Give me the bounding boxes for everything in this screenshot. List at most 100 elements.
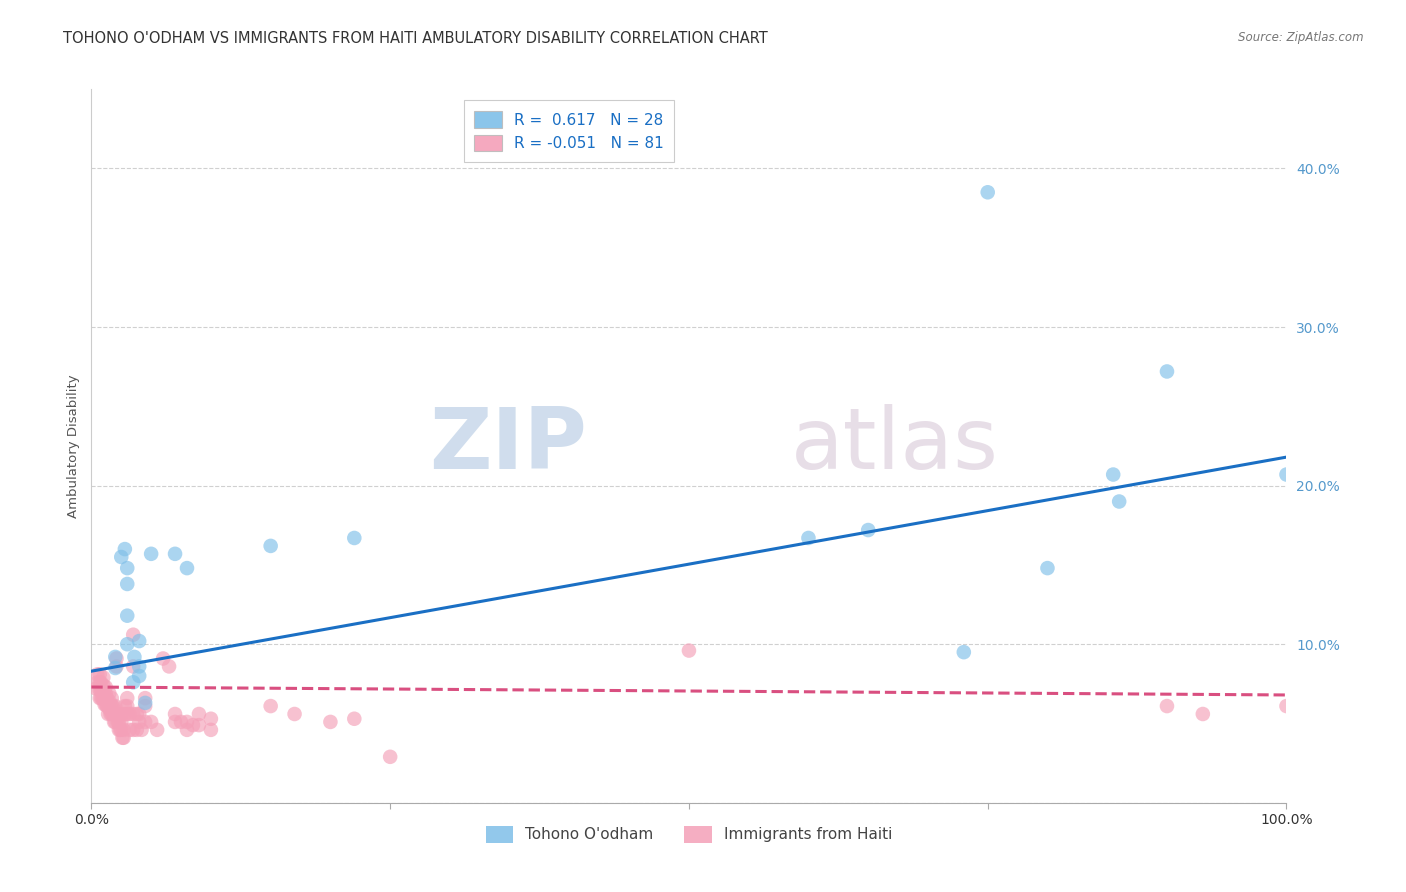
Point [96,699,118,714]
Point [94,680,117,694]
Point [118,706,141,721]
Point [343,712,366,726]
Point [115,577,138,591]
Point [141,714,162,729]
Point [108,723,131,737]
Point [125,723,148,737]
Point [1102,467,1125,482]
Point [108,723,131,737]
Point [97,706,120,721]
Point [114,542,136,557]
Point [104,661,127,675]
Point [98,686,121,700]
Point [141,547,162,561]
Point [112,723,135,737]
Point [115,561,138,575]
Point [124,649,146,664]
Point [134,714,156,729]
Point [678,643,700,657]
Point [163,547,186,561]
Point [1036,561,1059,575]
Point [122,723,145,737]
Point [104,714,127,729]
Point [84,681,107,696]
Point [104,706,127,721]
Point [1275,699,1298,714]
Point [110,723,132,737]
Point [103,714,125,729]
Point [86,667,108,681]
Point [163,706,186,721]
Point [200,723,222,737]
Point [90,683,112,698]
Point [1192,706,1215,721]
Point [90,675,112,690]
Point [100,706,122,721]
Point [89,691,111,706]
Point [93,678,114,692]
Point [89,675,111,690]
Point [100,699,122,714]
Point [100,699,122,714]
Point [107,714,129,729]
Point [107,706,129,721]
Point [104,649,127,664]
Point [115,691,138,706]
Point [104,699,127,714]
Text: Source: ZipAtlas.com: Source: ZipAtlas.com [1239,31,1364,45]
Text: ZIP: ZIP [430,404,588,488]
Point [94,686,117,700]
Point [200,712,222,726]
Point [134,699,156,714]
Point [122,706,145,721]
Point [115,699,138,714]
Point [128,669,150,683]
Point [163,714,186,729]
Point [134,696,156,710]
Point [98,694,121,708]
Point [97,699,120,714]
Point [152,651,174,665]
Point [128,706,150,721]
Y-axis label: Ambulatory Disability: Ambulatory Disability [67,374,80,518]
Point [157,659,180,673]
Point [110,706,132,721]
Point [94,691,117,706]
Point [187,718,211,732]
Point [93,671,114,685]
Point [187,706,211,721]
Point [89,667,111,681]
Point [170,714,193,729]
Point [91,683,114,698]
Point [181,718,204,732]
Point [118,723,141,737]
Point [111,731,134,745]
Point [114,699,136,714]
Point [1275,467,1298,482]
Point [93,686,114,700]
Point [105,651,128,665]
Point [259,539,281,553]
Point [110,714,132,729]
Point [122,675,145,690]
Point [110,549,132,564]
Point [93,691,114,706]
Point [103,706,125,721]
Point [176,723,198,737]
Point [128,659,150,673]
Point [115,608,138,623]
Point [259,699,281,714]
Point [115,706,138,721]
Point [125,706,148,721]
Point [128,634,150,648]
Point [122,659,145,673]
Point [856,523,880,537]
Point [96,691,118,706]
Point [90,691,112,706]
Point [1108,494,1130,508]
Point [86,675,108,690]
Point [115,637,138,651]
Point [89,683,111,698]
Point [122,628,145,642]
Point [176,714,198,729]
